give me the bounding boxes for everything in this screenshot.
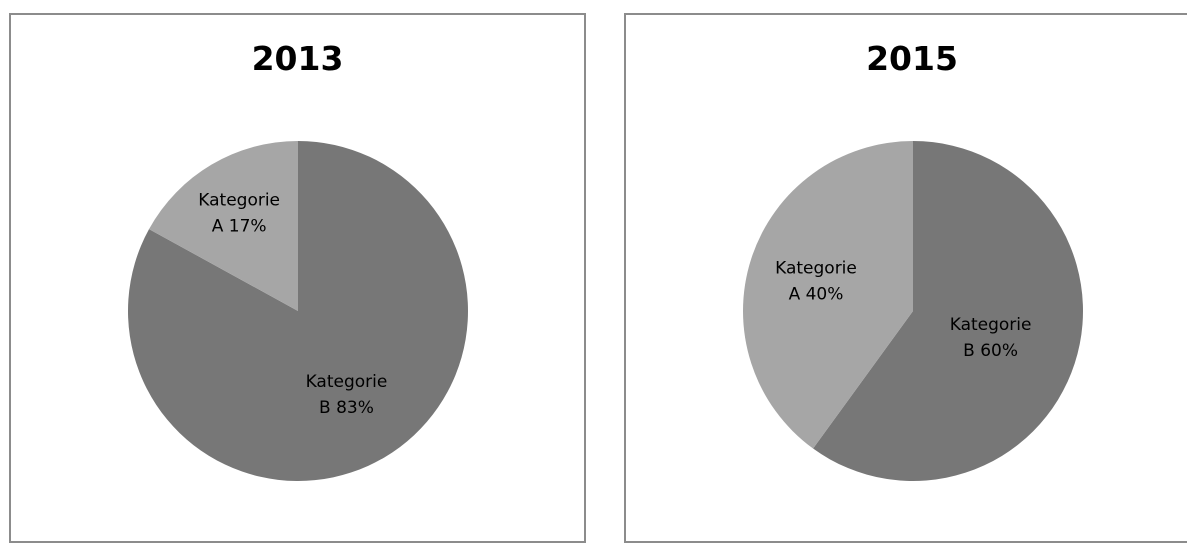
pie-chart-2013: 2013 Kategorie B 83% Kategorie A 17%: [9, 13, 586, 543]
pie-slice-kategorie-b: [128, 141, 469, 481]
pie-slice-kategorie-b: [813, 141, 1083, 482]
pie-slice-kategorie-a: [149, 141, 298, 311]
chart-title: 2013: [251, 39, 344, 78]
slice-data-label: Kategorie B 83%: [306, 372, 388, 418]
pie-chart-plot: Kategorie B 60% Kategorie A 40%: [743, 141, 1083, 482]
pie-chart-plot: Kategorie B 83% Kategorie A 17%: [128, 141, 469, 481]
chart-title: 2015: [866, 39, 958, 78]
pie-slice-kategorie-a: [743, 141, 913, 449]
pie-chart-2015: 2015 Kategorie B 60% Kategorie A 40%: [624, 13, 1187, 543]
slice-data-label: Kategorie B 60%: [950, 315, 1032, 361]
slice-data-label: Kategorie A 17%: [198, 190, 280, 236]
slice-data-label: Kategorie A 40%: [775, 258, 857, 304]
